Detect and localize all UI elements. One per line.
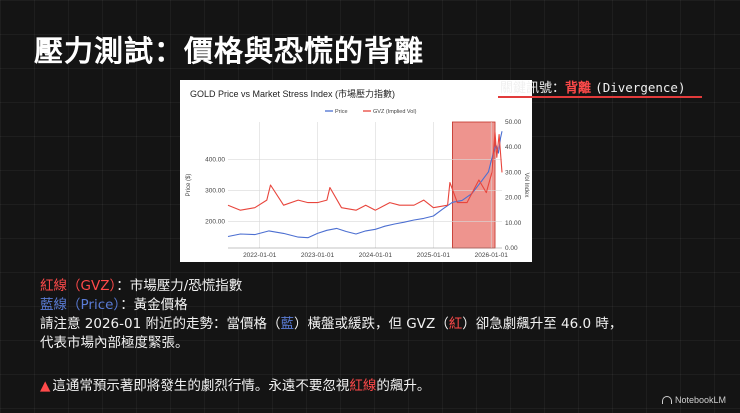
- x-tick-label-4: 2026-01-01: [475, 252, 509, 259]
- notebooklm-logo: NotebookLM: [661, 395, 726, 405]
- note-red-word: 紅: [448, 316, 463, 332]
- price-label: 藍線（Price）: [40, 297, 121, 313]
- warning-line: ▲ 這通常預示著即將發生的劇烈行情。永遠不要忽視紅線的飆升。: [40, 374, 430, 394]
- callout-prefix: 關鍵訊號：: [500, 81, 566, 96]
- warning-red-text: 紅線: [349, 378, 377, 394]
- y-tick-label-left-1: 300.00: [205, 187, 225, 194]
- y-tick-label-right-1: 10.00: [505, 220, 522, 227]
- explanation-text: 紅線（GVZ）：市場壓力/恐慌指數 藍線（Price）：黃金價格 請注意 202…: [40, 277, 622, 353]
- series-line-price: [227, 131, 503, 239]
- y-tick-label-right-3: 30.00: [505, 169, 522, 176]
- series-line-gvz: [227, 131, 503, 211]
- price-legend-line: 藍線（Price）：黃金價格: [40, 296, 622, 315]
- note-part3: ）卻急劇飆升至 46.0 時，: [462, 316, 623, 332]
- chart-panel: 200.00 300.00 400.00 0.00 10.00 20.00 30.00 40.…: [180, 80, 532, 262]
- warning-text1: 這通常預示著即將發生的劇烈行情。永遠不要忽視: [52, 378, 350, 394]
- gvz-legend-line: 紅線（GVZ）：市場壓力/恐慌指數: [40, 277, 622, 296]
- y-tick-label-right-4: 40.00: [505, 144, 522, 151]
- key-signal-callout: 關鍵訊號：背離 (Divergence): [500, 77, 685, 96]
- x-tick-label-1: 2023-01-01: [301, 252, 335, 259]
- footer-brand: NotebookLM: [674, 395, 726, 405]
- note-part2: ）橫盤或緩跌，但 GVZ（: [294, 316, 449, 332]
- line-chart: 200.00 300.00 400.00 0.00 10.00 20.00 30.00 40.…: [186, 88, 529, 259]
- legend-label-0: Price: [335, 109, 348, 115]
- price-description: ：黃金價格: [120, 297, 188, 313]
- y-tick-label-right-0: 0.00: [505, 245, 518, 252]
- chart-title: GOLD Price vs Market Stress Index (市場壓力指…: [190, 88, 395, 99]
- y-tick-label-left-0: 200.00: [205, 219, 225, 226]
- x-tick-label-0: 2022-01-01: [243, 252, 277, 259]
- gvz-description: ：市場壓力/恐慌指數: [116, 278, 243, 294]
- note-part1: 請注意 2026-01 附近的走勢：當價格（: [40, 316, 281, 332]
- callout-underline: [498, 96, 702, 98]
- y-axis-label-right: Vol Index: [523, 173, 529, 198]
- note-blue-word: 藍: [280, 316, 295, 332]
- x-tick-label-3: 2025-01-01: [417, 252, 451, 259]
- warning-icon: ▲: [40, 378, 51, 394]
- y-tick-label-left-2: 400.00: [205, 156, 225, 163]
- warning-text2: 的飆升。: [376, 378, 431, 394]
- y-tick-label-right-5: 50.00: [505, 119, 522, 126]
- x-tick-label-2: 2024-01-01: [359, 252, 393, 259]
- legend-label-1: GVZ (Implied Vol): [373, 109, 417, 115]
- callout-highlight: 背離: [565, 81, 592, 96]
- y-axis-label-left: Price ($): [186, 174, 192, 197]
- slide-title: 壓力測試：價格與恐慌的背離: [34, 34, 425, 68]
- callout-suffix: (Divergence): [595, 80, 686, 95]
- divergence-note: 請注意 2026-01 附近的走勢：當價格（藍）橫盤或緩跌，但 GVZ（紅）卻急…: [40, 315, 622, 334]
- notebooklm-icon: [661, 396, 672, 404]
- divergence-note-line2: 代表市場內部極度緊張。: [40, 335, 189, 351]
- gvz-label: 紅線（GVZ）: [40, 278, 117, 294]
- y-tick-label-right-2: 20.00: [505, 195, 522, 202]
